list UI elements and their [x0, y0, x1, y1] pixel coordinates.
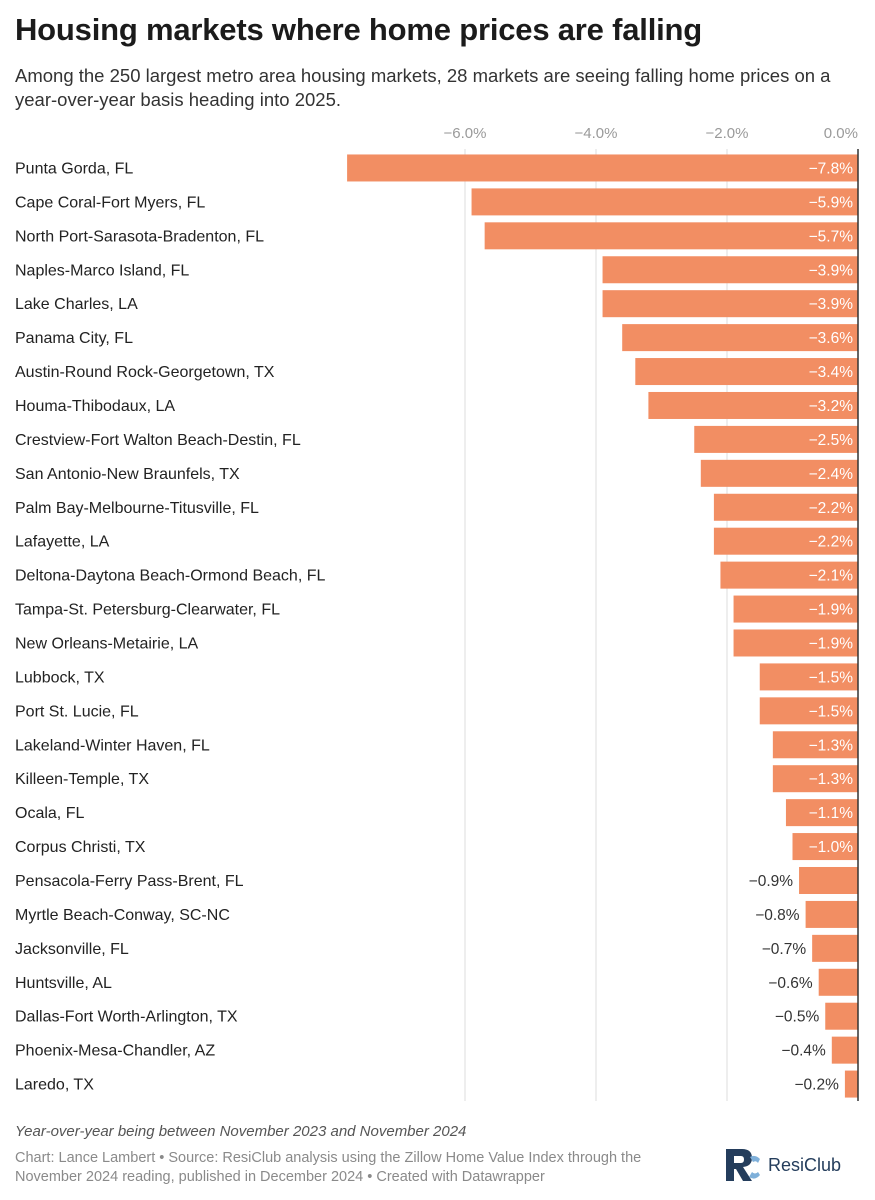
category-label: North Port-Sarasota-Bradenton, FL — [15, 228, 264, 245]
value-label: −1.9% — [809, 602, 854, 619]
category-label: Lake Charles, LA — [15, 296, 138, 313]
value-label: −2.4% — [809, 466, 854, 483]
value-label: −5.9% — [809, 194, 854, 211]
category-label: Huntsville, AL — [15, 975, 112, 992]
category-label: Cape Coral-Fort Myers, FL — [15, 194, 205, 211]
value-label: −1.3% — [809, 771, 854, 788]
value-label: −1.5% — [809, 703, 854, 720]
value-label: −3.2% — [809, 398, 854, 415]
value-label: −1.1% — [809, 805, 854, 822]
resiclub-logo-icon — [726, 1149, 760, 1181]
chart-title: Housing markets where home prices are fa… — [15, 12, 703, 47]
bar — [720, 561, 858, 589]
category-label: Port St. Lucie, FL — [15, 703, 139, 720]
bar — [602, 256, 858, 284]
category-label: Jacksonville, FL — [15, 941, 129, 958]
category-label: San Antonio-New Braunfels, TX — [15, 466, 240, 483]
bar — [799, 866, 858, 894]
value-label: −2.1% — [809, 568, 854, 585]
bar — [844, 1070, 858, 1098]
bar — [825, 1002, 858, 1030]
value-label: −2.2% — [809, 500, 854, 517]
bar — [484, 222, 858, 250]
value-label: −1.5% — [809, 669, 854, 686]
category-label: Lubbock, TX — [15, 669, 105, 686]
value-label: −0.6% — [768, 975, 813, 992]
category-label: Deltona-Daytona Beach-Ormond Beach, FL — [15, 568, 325, 585]
value-label: −0.5% — [775, 1009, 820, 1026]
category-label: Austin-Round Rock-Georgetown, TX — [15, 364, 275, 381]
bar — [831, 1036, 858, 1064]
x-tick-label: −6.0% — [444, 125, 487, 142]
value-label: −0.2% — [795, 1077, 840, 1094]
resiclub-wordmark: ResiClub — [768, 1154, 842, 1175]
value-label: −3.9% — [809, 262, 854, 279]
bar — [700, 459, 858, 487]
category-label: Killeen-Temple, TX — [15, 771, 149, 788]
category-label: Corpus Christi, TX — [15, 839, 146, 856]
value-label: −0.9% — [749, 873, 794, 890]
category-label: Crestview-Fort Walton Beach-Destin, FL — [15, 432, 301, 449]
bar — [347, 154, 858, 182]
value-label: −0.7% — [762, 941, 807, 958]
bar — [635, 358, 858, 386]
bar — [733, 629, 858, 657]
chart-credits: Chart: Lance Lambert • Source: ResiClub … — [15, 1150, 642, 1185]
resiclub-brand: ResiClub — [722, 1145, 841, 1185]
category-label: Pensacola-Ferry Pass-Brent, FL — [15, 873, 244, 890]
category-label: Myrtle Beach-Conway, SC-NC — [15, 907, 230, 924]
bar — [713, 527, 858, 555]
bar — [694, 425, 858, 453]
category-label: New Orleans-Metairie, LA — [15, 635, 199, 652]
x-tick-label: −2.0% — [706, 125, 749, 142]
bar — [713, 493, 858, 521]
bar — [785, 799, 858, 827]
category-label: Panama City, FL — [15, 330, 133, 347]
bar — [818, 968, 858, 996]
value-label: −2.5% — [809, 432, 854, 449]
value-label: −0.8% — [755, 907, 800, 924]
bar — [772, 765, 858, 793]
category-label: Phoenix-Mesa-Chandler, AZ — [15, 1043, 215, 1060]
category-label: Houma-Thibodaux, LA — [15, 398, 175, 415]
bar-chart: −6.0% −4.0% −2.0% 0.0% Punta Gorda, FL −7.8% C… — [15, 125, 859, 1102]
category-label: Dallas-Fort Worth-Arlington, TX — [15, 1009, 238, 1026]
value-label: −2.2% — [809, 534, 854, 551]
bar — [471, 188, 858, 216]
chart-note: Year-over-year being between November 20… — [15, 1123, 467, 1140]
bar — [812, 934, 858, 962]
value-label: −1.9% — [809, 635, 854, 652]
bar — [805, 900, 858, 928]
bar — [648, 391, 858, 419]
value-label: −1.3% — [809, 737, 854, 754]
bar — [733, 595, 858, 623]
bar — [759, 697, 858, 725]
bar — [759, 663, 858, 691]
bar — [602, 290, 858, 318]
value-label: −7.8% — [809, 160, 854, 177]
x-tick-label: 0.0% — [824, 125, 858, 142]
category-label: Tampa-St. Petersburg-Clearwater, FL — [15, 602, 280, 619]
value-label: −0.4% — [781, 1043, 826, 1060]
category-label: Naples-Marco Island, FL — [15, 262, 189, 279]
category-label: Ocala, FL — [15, 805, 84, 822]
bar — [772, 731, 858, 759]
category-label: Palm Bay-Melbourne-Titusville, FL — [15, 500, 259, 517]
category-label: Punta Gorda, FL — [15, 160, 133, 177]
value-label: −5.7% — [809, 228, 854, 245]
value-label: −3.4% — [809, 364, 854, 381]
bar — [792, 833, 858, 861]
bar — [622, 324, 858, 352]
value-label: −3.9% — [809, 296, 854, 313]
chart-subtitle: Among the 250 largest metro area housing… — [15, 65, 831, 110]
value-label: −1.0% — [809, 839, 854, 856]
category-label: Lafayette, LA — [15, 534, 110, 551]
x-tick-label: −4.0% — [575, 125, 618, 142]
value-label: −3.6% — [809, 330, 854, 347]
category-label: Laredo, TX — [15, 1077, 94, 1094]
category-label: Lakeland-Winter Haven, FL — [15, 737, 210, 754]
